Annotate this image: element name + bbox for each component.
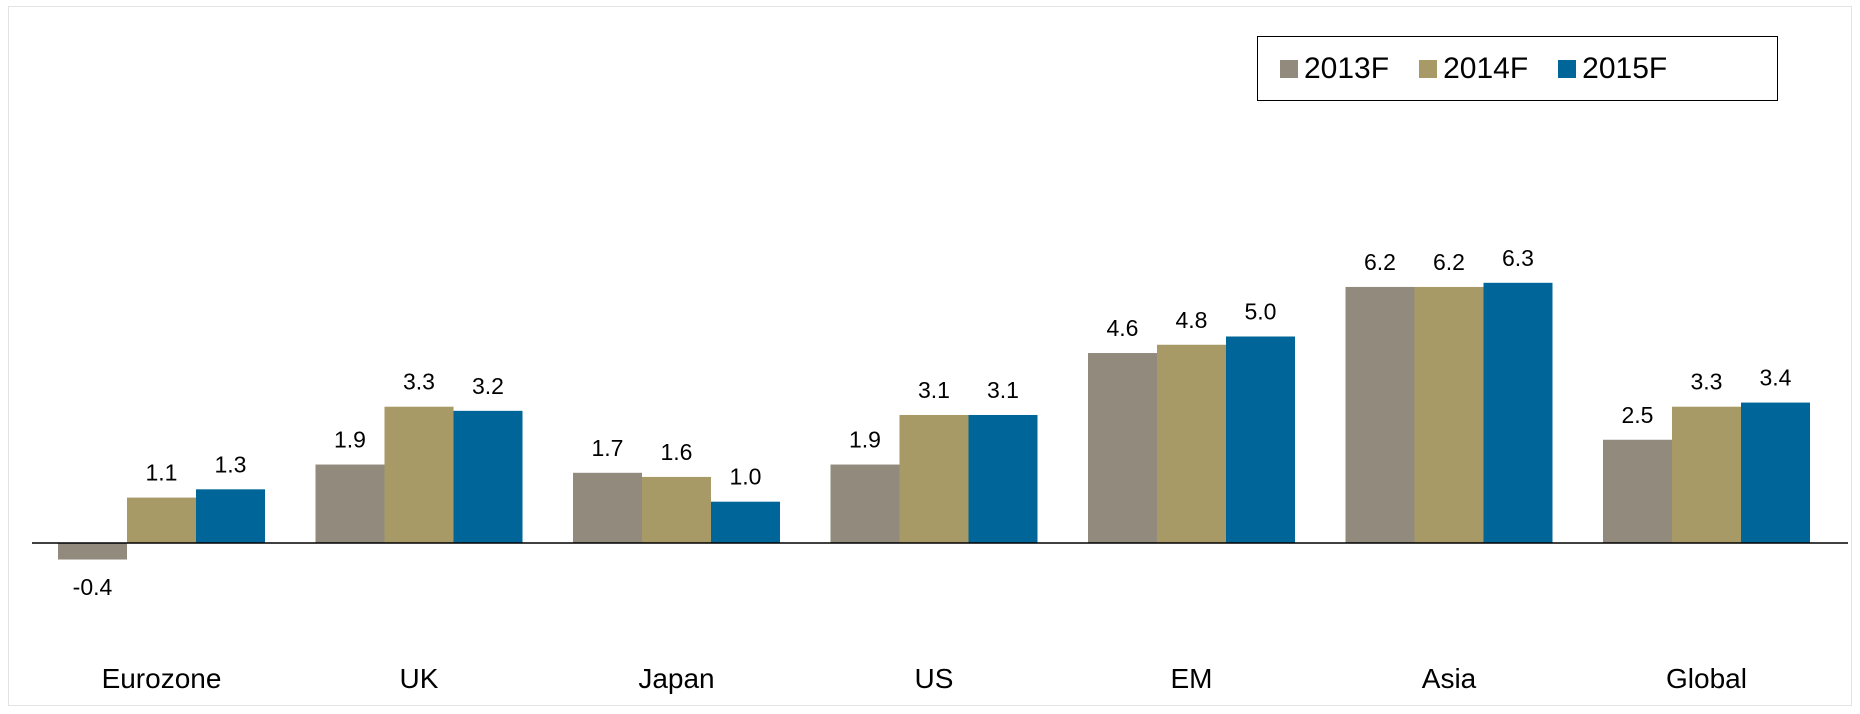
data-label-uk-2014f: 3.3 bbox=[403, 369, 435, 395]
bar-japan-2014f bbox=[642, 476, 711, 543]
bar-uk-2015f bbox=[453, 410, 523, 543]
bar-us-2013f bbox=[830, 464, 900, 543]
data-label-em-2015f: 5.0 bbox=[1245, 299, 1277, 325]
bar-eurozone-2015f bbox=[196, 489, 265, 543]
category-label-eurozone: Eurozone bbox=[102, 663, 222, 694]
chart-border bbox=[8, 6, 1852, 706]
data-label-global-2013f: 2.5 bbox=[1622, 402, 1654, 428]
legend-label-2015f: 2015F bbox=[1582, 51, 1668, 85]
data-label-em-2014f: 4.8 bbox=[1176, 307, 1208, 333]
bar-asia-2014f bbox=[1414, 286, 1484, 543]
category-label-us: US bbox=[915, 663, 954, 694]
legend-item-2015f: 2015F bbox=[1558, 52, 1667, 86]
data-label-us-2013f: 1.9 bbox=[849, 427, 881, 453]
data-label-uk-2015f: 3.2 bbox=[472, 373, 504, 399]
data-label-us-2015f: 3.1 bbox=[987, 377, 1019, 403]
legend-label-2013f: 2013F bbox=[1304, 51, 1390, 85]
bar-global-2013f bbox=[1603, 439, 1672, 543]
bars-layer bbox=[58, 282, 1810, 560]
legend-swatch-2015f bbox=[1558, 59, 1577, 78]
bar-japan-2013f bbox=[573, 472, 642, 543]
data-label-asia-2013f: 6.2 bbox=[1364, 249, 1396, 275]
legend-swatch-2014f bbox=[1419, 59, 1438, 78]
data-label-em-2013f: 4.6 bbox=[1107, 315, 1139, 341]
bar-us-2015f bbox=[968, 414, 1038, 543]
bar-eurozone-2013f bbox=[58, 543, 127, 560]
legend: 2013F 2014F 2015F bbox=[1257, 36, 1778, 101]
category-label-uk: UK bbox=[400, 663, 439, 694]
data-label-asia-2014f: 6.2 bbox=[1433, 249, 1465, 275]
bar-em-2014f bbox=[1157, 344, 1226, 543]
data-label-eurozone-2015f: 1.3 bbox=[215, 451, 247, 477]
category-label-japan: Japan bbox=[638, 663, 714, 694]
data-label-global-2014f: 3.3 bbox=[1691, 369, 1723, 395]
labels-layer: -0.4 1.1 1.3 1.9 3.3 3.2 1.7 1.6 1.0 1.9 3.1 3.1 4.6… bbox=[73, 245, 1792, 600]
category-label-em: EM bbox=[1171, 663, 1213, 694]
category-label-asia: Asia bbox=[1422, 663, 1477, 694]
bar-asia-2013f bbox=[1345, 286, 1415, 543]
bar-em-2013f bbox=[1088, 353, 1157, 543]
legend-label-2014f: 2014F bbox=[1443, 51, 1529, 85]
category-label-global: Global bbox=[1666, 663, 1747, 694]
bar-global-2015f bbox=[1741, 402, 1810, 543]
data-label-japan-2014f: 1.6 bbox=[661, 439, 693, 465]
data-label-eurozone-2013f: -0.4 bbox=[73, 574, 113, 600]
bar-eurozone-2014f bbox=[127, 497, 196, 543]
bar-em-2015f bbox=[1226, 336, 1295, 543]
legend-item-2013f: 2013F bbox=[1280, 52, 1389, 86]
data-label-japan-2013f: 1.7 bbox=[592, 435, 624, 461]
legend-item-2014f: 2014F bbox=[1419, 52, 1528, 86]
bar-global-2014f bbox=[1672, 406, 1741, 543]
data-label-japan-2015f: 1.0 bbox=[730, 464, 762, 490]
bar-japan-2015f bbox=[711, 501, 780, 543]
bar-uk-2013f bbox=[315, 464, 385, 543]
bar-us-2014f bbox=[899, 414, 969, 543]
data-label-us-2014f: 3.1 bbox=[918, 377, 950, 403]
data-label-eurozone-2014f: 1.1 bbox=[146, 460, 178, 486]
category-labels: Eurozone UK Japan US EM Asia Global bbox=[102, 663, 1747, 694]
data-label-asia-2015f: 6.3 bbox=[1502, 245, 1534, 271]
legend-swatch-2013f bbox=[1280, 59, 1298, 78]
data-label-global-2015f: 3.4 bbox=[1760, 365, 1792, 391]
data-label-uk-2013f: 1.9 bbox=[334, 427, 366, 453]
bar-uk-2014f bbox=[384, 406, 454, 543]
bar-asia-2015f bbox=[1483, 282, 1553, 543]
